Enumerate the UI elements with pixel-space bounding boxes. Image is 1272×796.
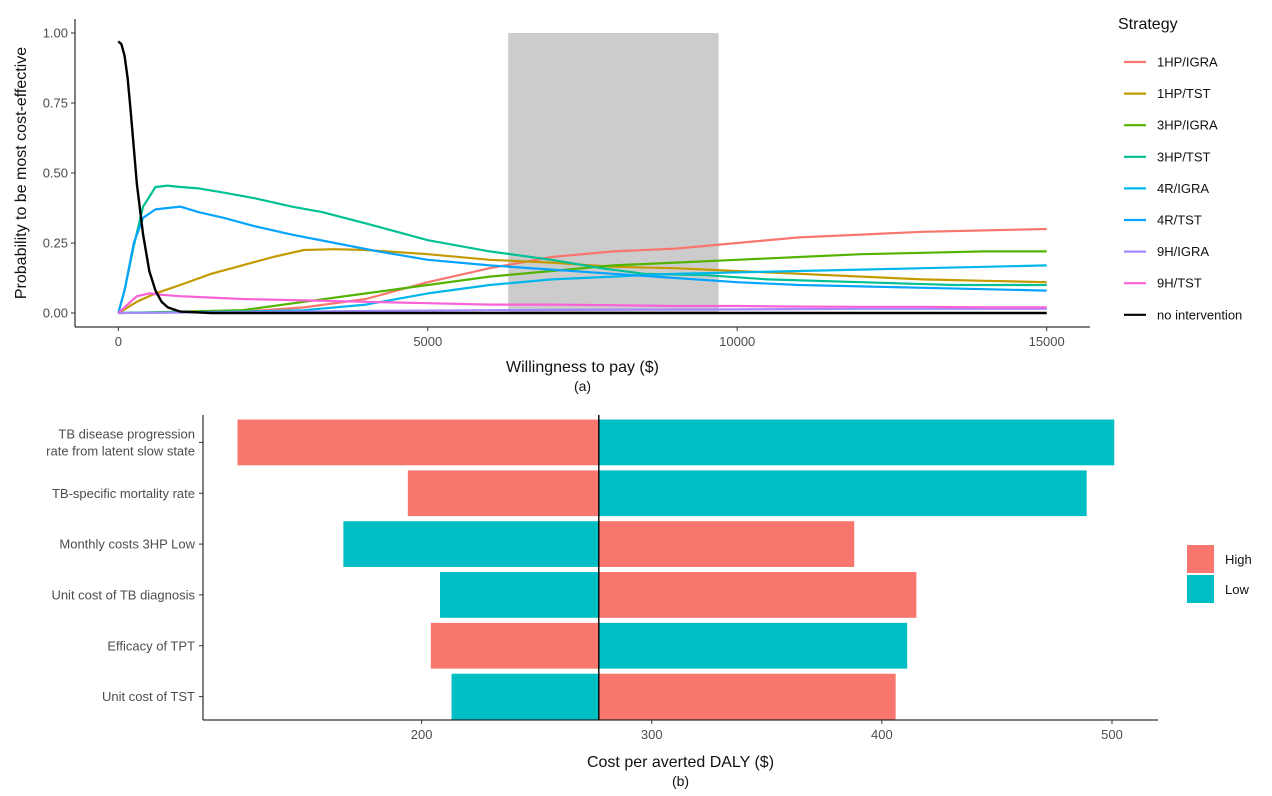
a-legend-label: 1HP/TST [1157, 86, 1211, 101]
panel-b-tornado-chart: 200 300 400 500 TB disease progression rate … [46, 415, 1252, 789]
a-legend-label: 3HP/IGRA [1157, 118, 1218, 133]
b-bar-right-low [598, 622, 908, 669]
a-x-tick-label: 10000 [719, 334, 755, 349]
b-x-tick-label: 200 [411, 727, 433, 742]
b-legend-key-low [1187, 575, 1214, 603]
b-caption: (b) [672, 773, 689, 789]
b-bar-left-high [430, 622, 599, 669]
b-bar-right-high [598, 572, 917, 618]
a-legend-title: Strategy [1118, 16, 1178, 33]
b-bar-left-high [407, 470, 599, 517]
b-bar-right-low [598, 470, 1087, 517]
b-x-tick-label: 300 [641, 727, 663, 742]
a-series-line-4r-tst [117, 205, 1047, 314]
panel-a-line-chart: 0 5000 10000 15000 0.00 0.25 0.50 0.75 1.00 Wil… [13, 16, 1242, 394]
a-legend-label: 1HP/IGRA [1157, 55, 1218, 70]
b-bar-left-low [451, 673, 599, 720]
b-bar-right-high [598, 521, 855, 567]
b-category-label: rate from latent slow state [46, 443, 195, 458]
b-x-axis-title: Cost per averted DALY ($) [587, 754, 774, 771]
b-category-label: Unit cost of TST [102, 689, 195, 704]
b-bar-left-high [237, 419, 599, 466]
a-series-line-1hp-igra [118, 227, 1047, 315]
a-legend-label: 9H/IGRA [1157, 244, 1209, 259]
b-bar-right-high [598, 673, 896, 720]
a-y-tick-label: 0.75 [43, 96, 68, 111]
a-series-line-4r-igra [118, 264, 1047, 315]
b-category-label: Monthly costs 3HP Low [59, 537, 195, 552]
a-series-line-3hp-tst [117, 184, 1047, 314]
a-series-line-9h-tst [117, 292, 1047, 314]
b-category-label: Unit cost of TB diagnosis [51, 587, 195, 602]
b-bar-right-low [598, 419, 1115, 466]
b-bar-left-low [440, 572, 599, 618]
b-category-label: TB-specific mortality rate [52, 486, 195, 501]
a-legend-label: no intervention [1157, 307, 1242, 322]
b-legend: High Low [1187, 545, 1252, 603]
a-x-tick-label: 15000 [1029, 334, 1065, 349]
b-x-tick-label: 400 [871, 727, 893, 742]
a-legend: 1HP/IGRA 1HP/TST 3HP/IGRA 3HP/TST 4R/IGRA 4R/… [1124, 55, 1242, 322]
a-legend-label: 4R/TST [1157, 213, 1202, 228]
a-legend-label: 9H/TST [1157, 276, 1202, 291]
b-legend-key-high [1187, 545, 1214, 573]
a-caption: (a) [574, 378, 591, 394]
b-legend-label: Low [1225, 582, 1249, 597]
a-x-axis-title: Willingness to pay ($) [506, 359, 659, 376]
a-series-line-1hp-tst [117, 248, 1047, 314]
a-series-line-3hp-igra [118, 250, 1047, 315]
a-legend-label: 4R/IGRA [1157, 181, 1209, 196]
a-series-line-no-intervention [117, 40, 1047, 315]
a-y-tick-label: 0.00 [43, 306, 68, 321]
a-x-tick-label: 0 [115, 334, 122, 349]
b-x-tick-label: 500 [1101, 727, 1123, 742]
a-y-tick-label: 0.50 [43, 166, 68, 181]
a-y-axis-title: Probability to be most cost-effective [13, 47, 30, 299]
a-legend-label: 3HP/TST [1157, 149, 1211, 164]
a-y-tick-label: 0.25 [43, 236, 68, 251]
b-category-label: TB disease progression [58, 426, 195, 441]
b-category-label: Efficacy of TPT [107, 638, 195, 653]
a-x-tick-label: 5000 [413, 334, 442, 349]
b-bar-left-low [343, 521, 599, 567]
a-y-tick-label: 1.00 [43, 26, 68, 41]
b-legend-label: High [1225, 552, 1252, 567]
